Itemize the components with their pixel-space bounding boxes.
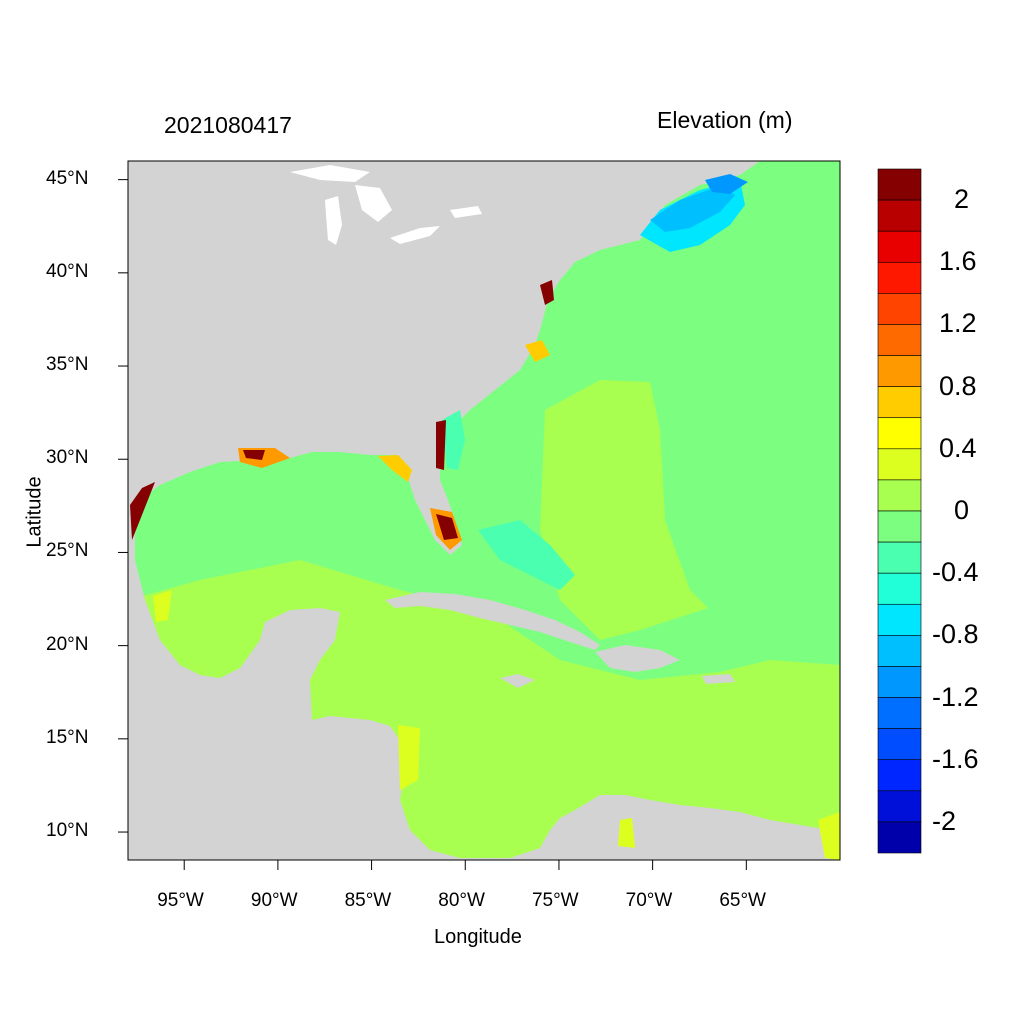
colorbar-swatch <box>877 386 922 419</box>
y-tick-label: 30°N <box>46 447 89 469</box>
colorbar-swatch <box>877 541 922 574</box>
x-axis-label: Longitude <box>434 926 522 948</box>
plot-frame <box>127 160 841 861</box>
colorbar-swatch <box>877 479 922 512</box>
colorbar-swatch <box>877 261 922 294</box>
y-tick-label: 20°N <box>46 633 89 655</box>
colorbar-swatch <box>877 199 922 232</box>
colorbar-swatch <box>877 697 922 729</box>
colorbar-label: -0.8 <box>932 619 979 650</box>
colorbar-label: -0.4 <box>932 557 979 588</box>
colorbar-swatch <box>877 417 922 450</box>
y-tick-label: 35°N <box>46 354 89 376</box>
pamlico-surge <box>525 340 550 362</box>
colorbar <box>877 168 922 854</box>
colorbar-swatch <box>877 572 922 605</box>
x-axis-ticks <box>183 860 747 870</box>
x-tick-label: 65°W <box>719 890 766 911</box>
colorbar-swatch <box>877 448 922 481</box>
hispaniola-land <box>595 645 680 672</box>
colorbar-swatch <box>877 759 922 792</box>
colorbar-label: 0.4 <box>939 432 977 463</box>
gulf-of-maine-lower <box>650 186 735 232</box>
lake-ontario <box>450 206 482 218</box>
x-tick-label: 75°W <box>531 890 579 911</box>
colorbar-label: 1.2 <box>939 308 977 339</box>
jamaica-land <box>500 674 535 688</box>
colorbar-label: -1.2 <box>932 681 979 712</box>
timestamp-label: 2021080417 <box>164 112 292 138</box>
honduras-yellow <box>398 725 420 790</box>
texas-surge <box>130 482 155 540</box>
colorbar-label: 0 <box>954 495 970 525</box>
colorbar-label: 1.6 <box>939 246 977 277</box>
colorbar-label: -1.6 <box>932 743 979 774</box>
x-tick-label: 70°W <box>625 890 673 911</box>
puerto-rico-land <box>702 674 735 684</box>
louisiana-surge-core <box>243 450 265 460</box>
lake-erie <box>390 226 440 244</box>
x-tick-label: 85°W <box>344 890 392 911</box>
atlantic-shelf-area <box>540 380 708 640</box>
colorbar-label: -2 <box>932 805 957 836</box>
colorbar-label: 0.8 <box>939 370 977 401</box>
variable-title: Elevation (m) <box>657 107 793 133</box>
lake-superior <box>290 165 370 182</box>
colorbar-swatch <box>877 230 922 263</box>
chesapeake-surge <box>540 280 554 305</box>
y-axis-label: Latitude <box>23 476 46 548</box>
y-tick-label: 45°N <box>46 167 89 189</box>
yucatan-yellow <box>153 590 172 622</box>
georgia-coast-surge <box>436 420 446 470</box>
florida-east-shelf <box>442 410 465 470</box>
x-tick-label: 90°W <box>250 890 298 911</box>
y-tick-label: 25°N <box>46 540 89 562</box>
colorbar-swatch <box>877 168 922 201</box>
lake-huron <box>355 185 392 222</box>
colorbar-swatch <box>877 666 922 698</box>
y-tick-label: 15°N <box>46 726 89 748</box>
y-tick-label: 10°N <box>46 820 89 842</box>
lake-michigan <box>325 196 342 245</box>
gulf-of-maine-lowest <box>705 174 748 194</box>
florida-west-surge-core <box>436 514 458 540</box>
colorbar-swatch <box>877 510 922 543</box>
x-tick-label: 80°W <box>438 890 485 911</box>
north-america-land <box>128 161 840 860</box>
cuba-land <box>385 592 600 650</box>
colorbar-swatch <box>877 324 922 356</box>
y-tick-label: 40°N <box>46 260 89 282</box>
colorbar-swatch <box>877 635 922 667</box>
colorbar-swatch <box>877 821 922 854</box>
x-tick-label: 95°W <box>157 890 204 911</box>
maracaibo-yellow <box>618 818 635 848</box>
y-axis-ticks <box>118 179 128 833</box>
map-layers <box>128 161 840 860</box>
colorbar-swatch <box>877 355 922 387</box>
colorbar-swatch <box>877 790 922 823</box>
colorbar-swatch <box>877 603 922 636</box>
colorbar-swatch <box>877 728 922 761</box>
venezuela-yellow <box>818 812 840 860</box>
colorbar-swatch <box>877 293 922 325</box>
big-bend-surge <box>378 455 412 482</box>
bahamas-bank <box>478 520 575 590</box>
colorbar-label: 2 <box>954 184 970 215</box>
